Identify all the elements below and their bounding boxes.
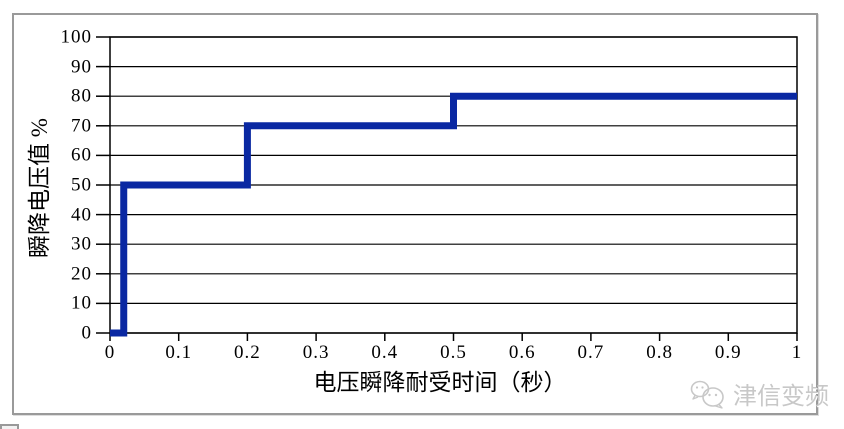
- y-tick-label: 40: [71, 204, 92, 226]
- wechat-icon: [690, 380, 728, 415]
- x-tick-label: 0.9: [714, 342, 742, 363]
- x-tick-label: 0.5: [440, 342, 467, 363]
- x-tick-label: 1: [791, 342, 803, 363]
- y-tick-label: 80: [71, 85, 92, 107]
- y-axis-title: 瞬降电压值 %: [27, 118, 52, 258]
- x-axis-title: 电压瞬降耐受时间（秒）: [313, 370, 567, 395]
- x-tick-label: 0.1: [165, 342, 193, 363]
- y-tick-label: 100: [60, 26, 92, 48]
- y-tick-label: 20: [71, 263, 92, 285]
- y-tick-label: 50: [71, 174, 92, 196]
- y-tick-label: 0: [81, 322, 92, 344]
- x-tick-label: 0.3: [302, 342, 330, 363]
- cropped-element-bottom-left: [0, 424, 19, 429]
- watermark-text: 津信变频: [733, 384, 829, 410]
- series-line-voltage-sag-tolerance: [110, 92, 797, 337]
- y-tick-label: 60: [71, 144, 92, 166]
- x-tick-label: 0.4: [371, 342, 399, 363]
- x-tick-label: 0.2: [234, 342, 261, 363]
- x-tick-label: 0.6: [508, 342, 536, 363]
- y-tick-label: 30: [71, 233, 92, 255]
- x-tick-label: 0.8: [646, 342, 673, 363]
- watermark: 津信变频: [690, 380, 829, 415]
- y-tick-label: 90: [71, 56, 92, 78]
- x-tick-label: 0.7: [577, 342, 605, 363]
- y-tick-label: 10: [71, 292, 92, 314]
- x-tick-label: 0: [104, 342, 116, 363]
- y-tick-label: 70: [71, 115, 92, 137]
